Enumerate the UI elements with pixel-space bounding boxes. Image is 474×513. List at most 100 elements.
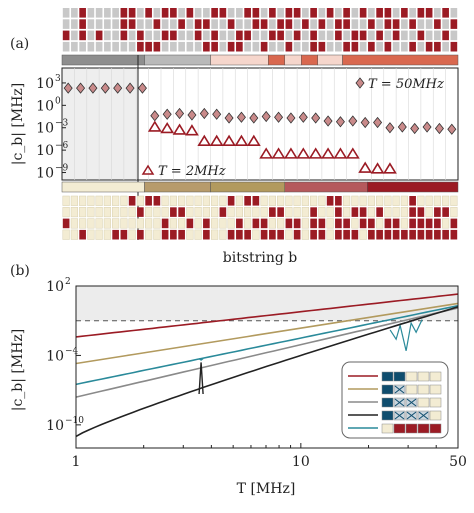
- bitstring-cell-top: [112, 19, 119, 29]
- bitstring-cell-bottom: [359, 195, 367, 206]
- bitstring-cell-bottom: [450, 195, 458, 206]
- bitstring-cell-top: [326, 19, 334, 29]
- group-bar-bottom-segment: [367, 181, 459, 193]
- bitstring-cell-bottom: [219, 195, 227, 206]
- bitstring-cell-bottom: [425, 218, 433, 229]
- bitstring-cell-bottom: [252, 229, 260, 240]
- legend-label-2mhz: T = 2MHz: [158, 164, 226, 179]
- bitstring-cell-bottom: [367, 195, 375, 206]
- triangle-point: [209, 134, 224, 146]
- diamond-point: [286, 112, 296, 124]
- bitstring-cell-bottom: [310, 229, 317, 240]
- bitstring-cell-top: [434, 41, 441, 52]
- bitstring-cell-bottom: [112, 207, 120, 218]
- bitstring-cell-top: [401, 30, 408, 41]
- y-tick-label-sup: 0: [55, 96, 61, 106]
- x-tick-label: 50: [449, 454, 467, 470]
- y-tick-label: 10 3: [36, 74, 61, 92]
- y-tick-label-b-sup: 2: [65, 277, 71, 287]
- bitstring-cell-top: [244, 8, 251, 18]
- bitstring-cell-top: [244, 30, 251, 41]
- inset-cell: [381, 397, 394, 408]
- bitstring-cell-top: [392, 30, 400, 41]
- bitstring-cell-bottom: [269, 229, 276, 240]
- bitstring-cell-top: [376, 19, 383, 29]
- bitstring-cell-bottom: [153, 218, 161, 229]
- bitstring-cell-top: [252, 30, 260, 41]
- y-tick-label-sup: −9: [55, 164, 69, 174]
- bitstring-cell-bottom: [268, 218, 276, 229]
- bitstring-cell-top: [260, 30, 268, 41]
- triangle-point: [333, 147, 348, 159]
- bitstring-cell-top: [351, 8, 359, 18]
- bitstring-cell-bottom: [326, 196, 334, 206]
- bitstring-cell-top: [269, 30, 276, 41]
- inset-cell: [405, 423, 418, 434]
- bitstring-cell-bottom: [128, 207, 136, 218]
- bitstring-cell-bottom: [409, 207, 416, 217]
- bitstring-cell-top: [128, 19, 136, 29]
- bitstring-cell-top: [194, 19, 202, 29]
- bitstring-cell-bottom: [335, 218, 342, 229]
- bitstring-cell-top: [194, 8, 202, 18]
- bitstring-cell-bottom: [161, 207, 169, 218]
- group-bar-bottom-segment: [144, 181, 211, 193]
- bitstring-cell-top: [137, 8, 144, 18]
- bitstring-cell-bottom: [400, 207, 408, 218]
- bitstring-cell-bottom: [425, 207, 433, 218]
- bitstring-cell-top: [376, 41, 383, 52]
- bitstring-cell-bottom: [103, 207, 111, 218]
- bitstring-cell-top: [211, 30, 218, 41]
- bitstring-cell-bottom: [285, 218, 293, 229]
- curve-teal: [75, 304, 459, 386]
- bitstring-cell-top: [186, 30, 194, 41]
- bitstring-cell-bottom: [301, 195, 309, 206]
- bitstring-cell-top: [285, 8, 293, 18]
- diamond-point: [162, 108, 172, 120]
- bitstring-cell-bottom: [335, 229, 342, 240]
- bitstring-cell-top: [236, 19, 243, 29]
- bitstring-cell-top: [368, 19, 375, 29]
- bitstring-cell-top: [285, 41, 293, 52]
- bitstring-cell-top: [368, 41, 375, 52]
- bitstring-cell-bottom: [376, 195, 384, 206]
- bitstring-cell-top: [417, 8, 425, 18]
- diamond-point: [224, 112, 234, 124]
- bitstring-cell-top: [434, 19, 441, 29]
- bitstring-cell-top: [79, 30, 86, 41]
- diamond-point: [261, 110, 271, 123]
- bitstring-cell-top: [161, 19, 169, 29]
- bitstring-cell-bottom: [268, 195, 276, 206]
- bitstring-cell-top: [120, 8, 128, 18]
- inset-cross: [394, 385, 405, 394]
- inset-cell: [393, 423, 406, 434]
- bitstring-cell-bottom: [120, 207, 128, 218]
- bitstring-cell-top: [293, 30, 301, 41]
- bitstring-cell-bottom: [434, 229, 441, 240]
- bitstring-cell-top: [87, 19, 95, 29]
- group-bar-top-segment: [342, 54, 459, 66]
- bitstring-cell-top: [368, 30, 375, 41]
- inset-cell: [417, 397, 430, 408]
- diamond-point: [335, 116, 345, 128]
- bitstring-cell-bottom: [62, 229, 70, 240]
- group-bar-bottom-segment: [284, 181, 368, 193]
- bitstring-cell-top: [326, 8, 334, 18]
- inset-cell: [381, 371, 394, 382]
- bitstring-cell-top: [450, 41, 458, 52]
- bitstring-cell-top: [359, 8, 367, 18]
- bitstring-cell-top: [137, 41, 144, 52]
- legend-label-50mhz: T = 50MHz: [368, 77, 444, 92]
- bitstring-cell-top: [62, 41, 70, 52]
- diamond-point: [236, 111, 246, 123]
- inset-cell: [405, 384, 418, 395]
- bitstring-cell-top: [376, 30, 383, 41]
- bitstring-cell-bottom: [293, 218, 301, 229]
- bitstring-cell-top: [244, 41, 251, 52]
- bitstring-cell-bottom: [351, 229, 359, 240]
- bitstring-cell-bottom: [62, 207, 70, 218]
- inset-cell: [405, 371, 418, 382]
- bitstring-cell-top: [211, 19, 218, 29]
- curve-black: [75, 306, 459, 438]
- bitstring-cell-bottom: [359, 207, 367, 217]
